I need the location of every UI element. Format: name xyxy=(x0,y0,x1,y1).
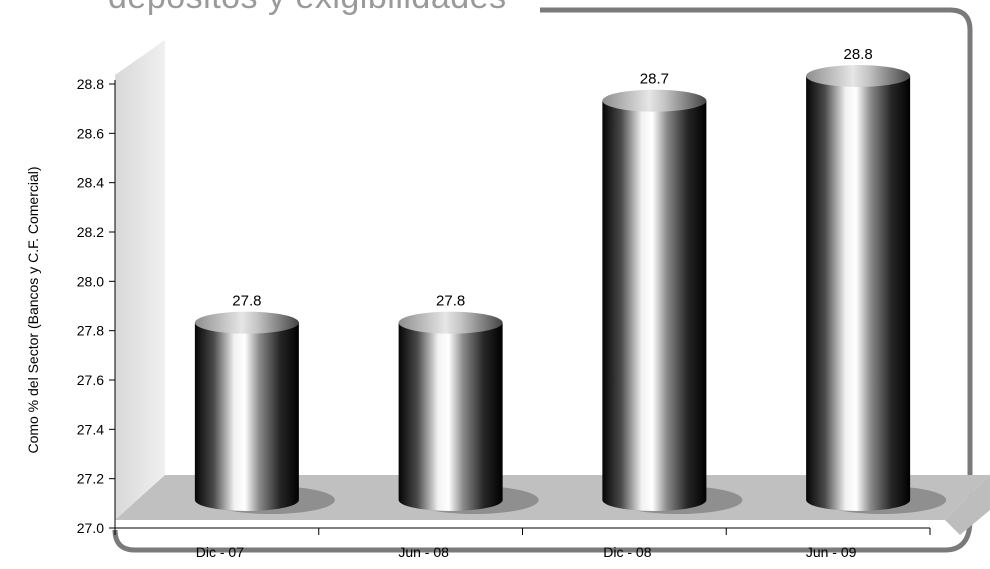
y-tick-label: 27.8 xyxy=(77,323,104,339)
bar-value-label: 28.7 xyxy=(640,71,669,88)
bar-top xyxy=(194,311,299,334)
x-category-label: Dic - 08 xyxy=(603,544,651,560)
chart-title: depósitos y exigibilidades xyxy=(108,0,507,17)
bar-1: 27.8 xyxy=(194,293,335,514)
bar-top xyxy=(398,311,503,334)
y-tick-label: 28.4 xyxy=(77,175,104,191)
y-tick-label: 27.0 xyxy=(77,520,104,536)
side-wall xyxy=(115,40,165,520)
x-category-label: Jun - 08 xyxy=(398,544,449,560)
bar-value-label: 27.8 xyxy=(436,293,465,310)
y-tick-label: 28.0 xyxy=(77,273,104,289)
y-axis-title: Como % del Sector (Bancos y C.F. Comerci… xyxy=(25,166,41,453)
bar-body xyxy=(806,76,911,512)
y-tick-label: 28.6 xyxy=(77,125,104,141)
bars: 27.8 27.8 28.7 28.8 xyxy=(194,46,947,514)
bar-value-label: 28.8 xyxy=(844,46,873,63)
bar-body xyxy=(398,322,503,512)
bar-top xyxy=(602,89,707,112)
y-tick-label: 27.2 xyxy=(77,471,104,487)
bar-body xyxy=(602,100,707,512)
x-category-label: Jun - 09 xyxy=(806,544,857,560)
plot-frame xyxy=(112,7,990,553)
y-axis-ticks: 27.0 27.2 27.4 27.6 27.8 28.0 28.2 28.4 28.6 28.8 xyxy=(77,76,115,536)
y-tick-label: 28.8 xyxy=(77,76,104,92)
x-axis-ticks: Dic - 07 Jun - 08 Dic - 08 Jun - 09 xyxy=(114,528,931,560)
floor xyxy=(115,475,990,520)
bar-4: 28.8 xyxy=(806,46,947,514)
bar-body xyxy=(194,322,299,512)
y-tick-label: 28.2 xyxy=(77,224,104,240)
y-tick-label: 27.4 xyxy=(77,421,104,437)
bar-3: 28.7 xyxy=(602,71,743,514)
x-category-label: Dic - 07 xyxy=(196,544,244,560)
y-tick-label: 27.6 xyxy=(77,372,104,388)
bar-top xyxy=(806,65,911,87)
bar-2: 27.8 xyxy=(398,293,539,514)
bar-value-label: 27.8 xyxy=(232,293,261,310)
